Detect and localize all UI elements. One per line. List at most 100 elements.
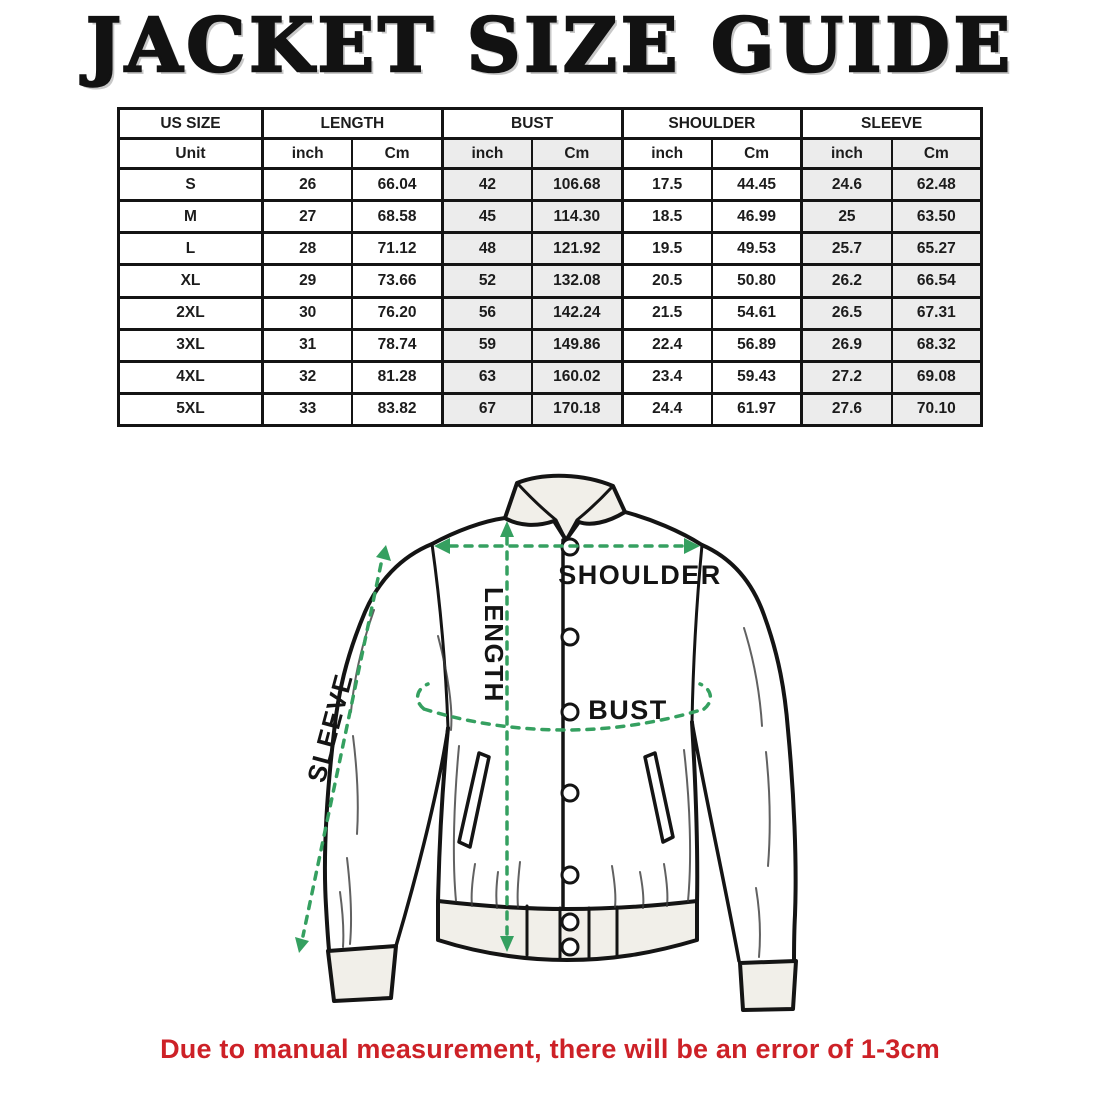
column-header-shoulder: SHOULDER xyxy=(620,107,803,140)
measure-arrowheads xyxy=(295,521,700,953)
unit-header-cell: Unit xyxy=(117,137,264,170)
table-cell: 26 xyxy=(261,166,354,203)
table-cell: 50.80 xyxy=(710,263,803,299)
arrowhead xyxy=(684,538,700,554)
table-cell: 46.99 xyxy=(710,199,803,235)
table-cell: 27.2 xyxy=(800,359,893,395)
table-cell: 59 xyxy=(440,327,534,363)
table-cell: 170.18 xyxy=(531,391,623,428)
table-cell: 59.43 xyxy=(710,359,803,395)
unit-header-cell: Cm xyxy=(890,137,983,170)
table-cell: 32 xyxy=(261,359,354,395)
unit-header-cell: inch xyxy=(800,137,893,170)
table-row: 4XL 32 81.28 63 160.02 23.4 59.43 27.2 6… xyxy=(117,359,983,395)
table-cell: 26.5 xyxy=(800,295,893,331)
table-row: 2XL 30 76.20 56 142.24 21.5 54.61 26.5 6… xyxy=(117,295,983,331)
table-cell: 56.89 xyxy=(710,327,803,363)
collar-fold-lines xyxy=(516,482,614,542)
table-cell: 24.4 xyxy=(620,391,713,428)
table-cell: 54.61 xyxy=(710,295,803,331)
right-sleeve-outline xyxy=(700,543,798,965)
measurement-note: Due to manual measurement, there will be… xyxy=(160,1034,940,1064)
table-cell: 42 xyxy=(440,166,534,203)
table-cell: 106.68 xyxy=(531,166,623,203)
table-row: 3XL 31 78.74 59 149.86 22.4 56.89 26.9 6… xyxy=(117,327,983,363)
table-cell: 76.20 xyxy=(351,295,444,331)
table-cell: 52 xyxy=(440,263,534,299)
us-size-cell: M xyxy=(117,199,264,235)
body-side-seams xyxy=(436,720,700,905)
table-cell: 62.48 xyxy=(890,166,983,203)
unit-header-row: Unit inch Cm inch Cm inch Cm inch Cm xyxy=(117,137,983,170)
table-cell: 81.28 xyxy=(351,359,444,395)
table-cell: 83.82 xyxy=(351,391,444,428)
waistband-seams xyxy=(525,904,619,961)
table-row: S 26 66.04 42 106.68 17.5 44.45 24.6 62.… xyxy=(117,166,983,203)
group-header-row: US SIZE LENGTH BUST SHOULDER SLEEVE xyxy=(117,107,983,140)
table-cell: 67.31 xyxy=(890,295,983,331)
table-cell: 69.08 xyxy=(890,359,983,395)
arrowhead xyxy=(500,936,514,952)
table-cell: 23.4 xyxy=(620,359,713,395)
table-row: XL 29 73.66 52 132.08 20.5 50.80 26.2 66… xyxy=(117,263,983,299)
sleeve-label: SLEEVE xyxy=(301,670,359,786)
sleeve-measure-line xyxy=(301,562,383,938)
table-cell: 63 xyxy=(440,359,534,395)
table-cell: 132.08 xyxy=(531,263,623,299)
button xyxy=(560,783,580,803)
left-cuff xyxy=(326,944,398,1003)
unit-header-cell: Cm xyxy=(531,137,623,170)
table-cell: 27.6 xyxy=(800,391,893,428)
left-sleeve-outline xyxy=(322,542,434,952)
table-cell: 68.58 xyxy=(351,199,444,235)
table-cell: 20.5 xyxy=(620,263,713,299)
fabric-wrinkles xyxy=(339,609,771,958)
arrowhead xyxy=(434,538,450,554)
us-size-cell: S xyxy=(117,166,264,203)
table-cell: 63.50 xyxy=(890,199,983,235)
size-table: US SIZE LENGTH BUST SHOULDER SLEEVE Unit… xyxy=(117,107,983,428)
us-size-cell: 2XL xyxy=(117,295,264,331)
table-cell: 26.2 xyxy=(800,263,893,299)
table-cell: 70.10 xyxy=(890,391,983,428)
table-cell: 66.54 xyxy=(890,263,983,299)
unit-header-cell: inch xyxy=(261,137,354,170)
inner-sleeve-edges xyxy=(394,720,741,963)
us-size-cell: 5XL xyxy=(117,391,264,428)
table-cell: 22.4 xyxy=(620,327,713,363)
unit-header-cell: inch xyxy=(620,137,713,170)
column-header-length: LENGTH xyxy=(261,107,444,140)
button xyxy=(560,912,580,932)
placket-buttons xyxy=(560,537,580,957)
table-cell: 25.7 xyxy=(800,231,893,267)
arrowhead xyxy=(500,521,514,537)
table-cell: 78.74 xyxy=(351,327,444,363)
table-cell: 44.45 xyxy=(710,166,803,203)
table-cell: 29 xyxy=(261,263,354,299)
table-row: 5XL 33 83.82 67 170.18 24.4 61.97 27.6 7… xyxy=(117,391,983,428)
table-cell: 142.24 xyxy=(531,295,623,331)
table-cell: 66.04 xyxy=(351,166,444,203)
table-cell: 26.9 xyxy=(800,327,893,363)
shoulder-label: SHOULDER xyxy=(558,560,722,590)
table-cell: 61.97 xyxy=(710,391,803,428)
jacket-shoulders xyxy=(430,510,704,547)
unit-header-cell: inch xyxy=(440,137,534,170)
us-size-cell: 3XL xyxy=(117,327,264,363)
table-cell: 65.27 xyxy=(890,231,983,267)
us-size-cell: XL xyxy=(117,263,264,299)
table-cell: 71.12 xyxy=(351,231,444,267)
table-cell: 25 xyxy=(800,199,893,235)
table-row: M 27 68.58 45 114.30 18.5 46.99 25 63.50 xyxy=(117,199,983,235)
table-cell: 18.5 xyxy=(620,199,713,235)
table-cell: 19.5 xyxy=(620,231,713,267)
jacket-collar xyxy=(503,473,627,542)
table-cell: 56 xyxy=(440,295,534,331)
table-cell: 24.6 xyxy=(800,166,893,203)
button xyxy=(560,627,580,647)
table-cell: 149.86 xyxy=(531,327,623,363)
right-cuff xyxy=(738,959,798,1012)
button xyxy=(560,937,580,957)
table-cell: 49.53 xyxy=(710,231,803,267)
